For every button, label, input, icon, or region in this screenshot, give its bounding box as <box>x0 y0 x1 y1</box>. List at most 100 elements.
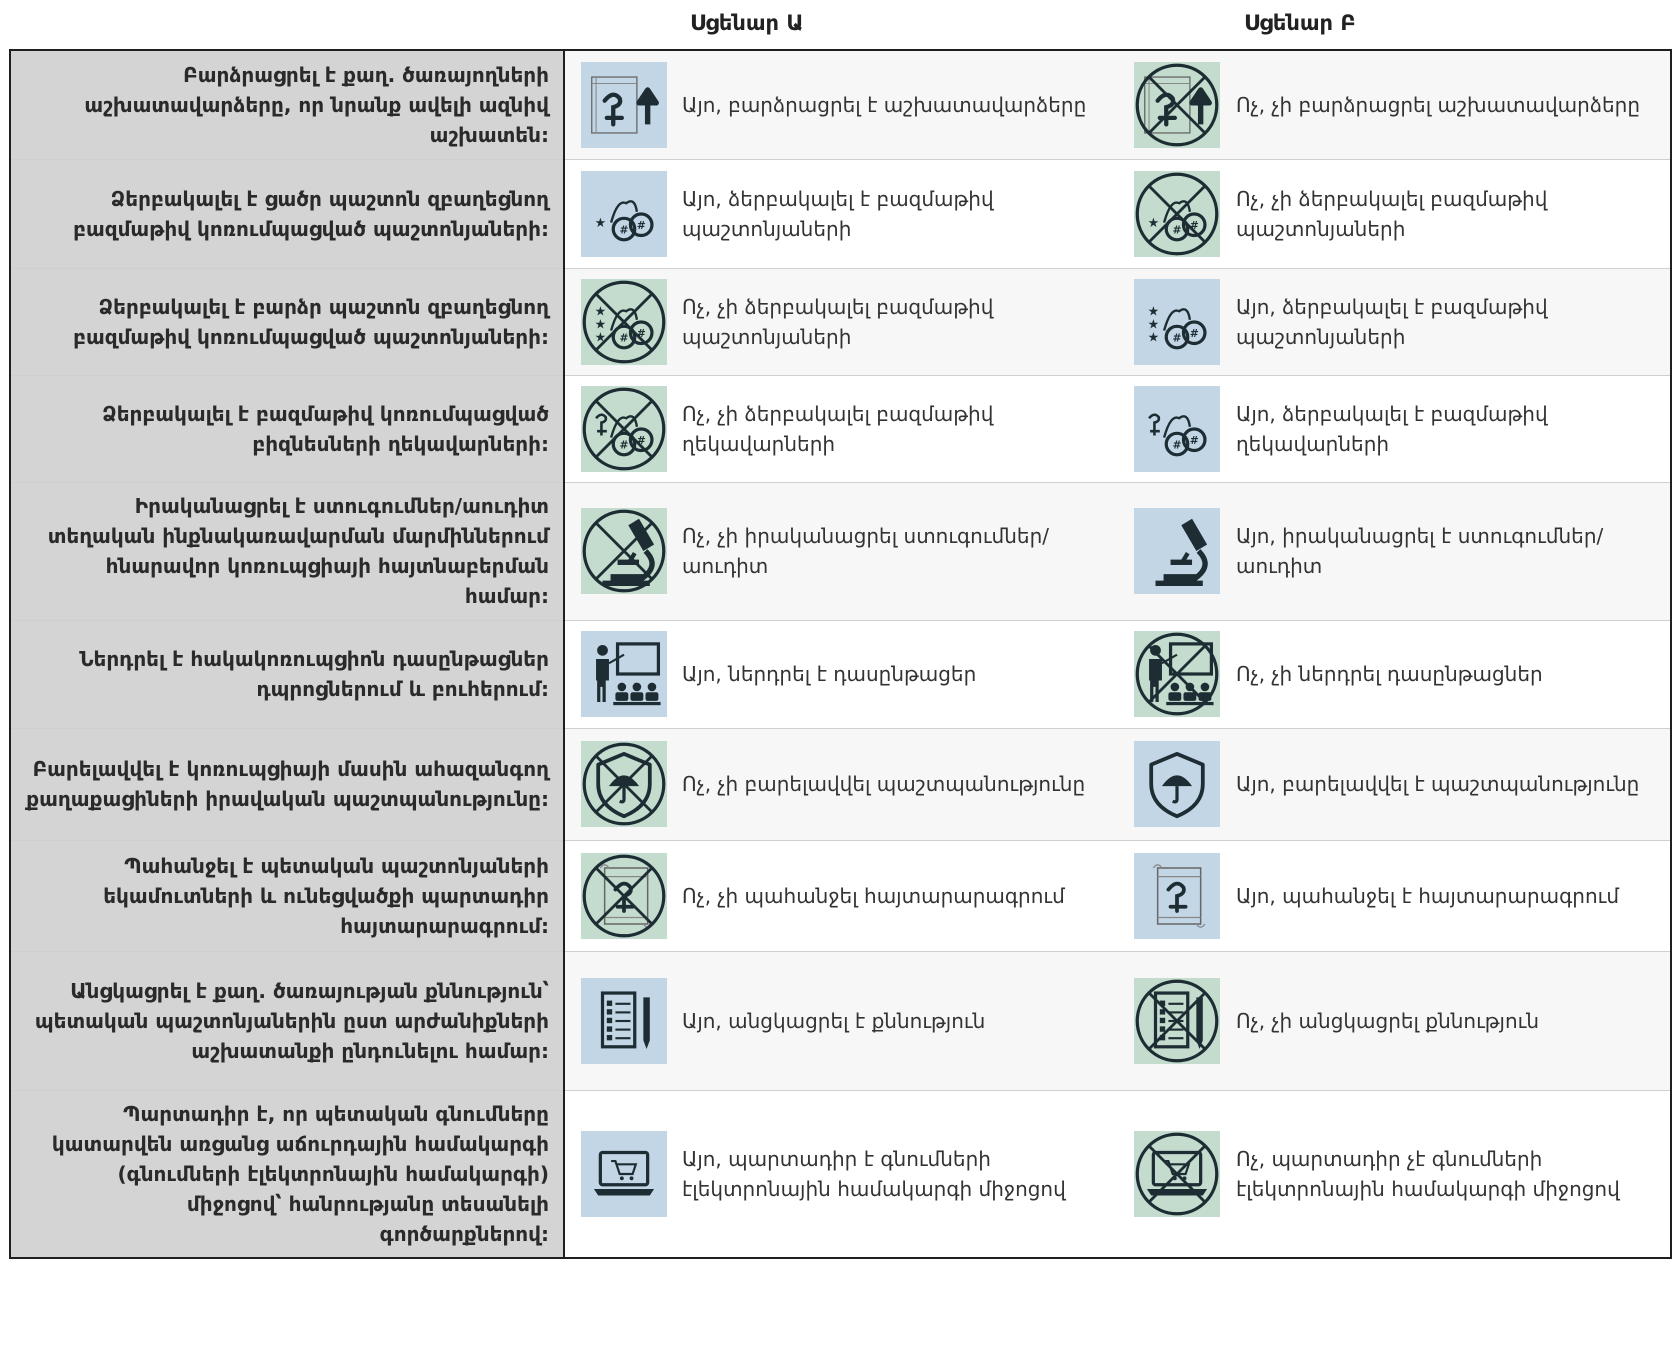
scenario-a-icon-cell: # # <box>564 375 682 483</box>
table-row: Ներդրել է հակակոռուպցիոն դասընթացներ դպր… <box>10 620 1671 729</box>
handcuffs-three-stars-icon: # # ★ ★ ★ <box>1134 278 1220 365</box>
svg-text:#: # <box>1190 327 1199 340</box>
laptop-cart-crossed-icon <box>1134 1130 1220 1217</box>
scenario-b-answer: Այո, բարելավվել է պաշտպանությունը <box>1236 728 1671 841</box>
scenario-b-answer: Ոչ, չի բարձրացրել աշխատավարձերը <box>1236 50 1671 160</box>
scenario-b-icon-cell: # # ★ <box>1118 159 1236 269</box>
exam-sheet-crossed-icon <box>1134 977 1220 1064</box>
table-row: Պարտադիր է, որ պետական գնումները կատարվե… <box>10 1090 1671 1259</box>
svg-text:#: # <box>619 331 628 344</box>
question-cell: Պահանջել է պետական պաշտոնյաների եկամուտն… <box>10 840 565 952</box>
scenario-b-answer: Այո, ձերբակալել է բազմաթիվ պաշտոնյաների <box>1236 268 1671 376</box>
table-row: Իրականացրել է ստուգումներ/աուդիտ տեղական… <box>10 482 1671 621</box>
table-row: Ձերբակալել է բազմաթիվ կոռումպացված բիզնե… <box>10 375 1671 483</box>
scenario-a-answer: Այո, պարտադիր է գնումների էլեկտրոնային հ… <box>682 1090 1118 1259</box>
salary-increase-crossed-icon <box>1134 61 1220 148</box>
svg-text:★: ★ <box>1148 215 1160 230</box>
svg-text:★: ★ <box>594 317 606 332</box>
scenario-a-answer: Այո, ձերբակալել է բազմաթիվ պաշտոնյաների <box>682 159 1118 269</box>
scenario-b-header: Սցենար Բ <box>1244 11 1356 35</box>
svg-text:#: # <box>619 223 628 236</box>
question-cell: Ձերբակալել է բազմաթիվ կոռումպացված բիզնե… <box>10 375 565 483</box>
scenario-b-icon-cell: # # <box>1118 375 1236 483</box>
shield-umbrella-icon <box>1134 741 1220 827</box>
svg-text:★: ★ <box>594 304 606 319</box>
declaration-scroll-icon <box>1134 852 1220 939</box>
svg-text:#: # <box>1172 331 1181 344</box>
exam-sheet-icon <box>580 977 667 1064</box>
scenario-b-answer: Այո, իրականացրել է ստուգումներ/աուդիտ <box>1236 482 1671 621</box>
scenario-a-answer: Ոչ, չի ձերբակալել բազմաթիվ պաշտոնյաների <box>682 268 1118 376</box>
scenario-a-answer: Ոչ, չի պահանջել հայտարարագրում <box>682 840 1118 952</box>
scenario-b-answer: Այո, պահանջել է հայտարարագրում <box>1236 840 1671 952</box>
scenario-a-answer: Ոչ, չի ձերբակալել բազմաթիվ ղեկավարների <box>682 375 1118 483</box>
scenario-a-icon-cell: # # ★ ★ ★ <box>564 268 682 376</box>
scenario-b-icon-cell <box>1118 482 1236 621</box>
scenario-b-icon-cell <box>1118 1090 1236 1259</box>
handcuffs-one-star-icon: # # ★ <box>580 170 667 257</box>
table-row: Անցկացրել է քաղ. ծառայության քննություն՝… <box>10 951 1671 1091</box>
svg-text:#: # <box>636 219 645 232</box>
scenario-b-icon-cell <box>1118 728 1236 841</box>
declaration-scroll-crossed-icon <box>580 852 667 939</box>
teacher-board-crossed-icon <box>1134 631 1220 717</box>
svg-text:#: # <box>636 434 645 447</box>
svg-text:★: ★ <box>594 330 606 345</box>
scenario-a-icon-cell <box>564 620 682 729</box>
question-cell: Ձերբակալել է բարձր պաշտոն զբաղեցնող բազմ… <box>10 268 565 376</box>
comparison-table: Բարձրացրել է քաղ. ծառայողների աշխատավարձ… <box>9 49 1672 1259</box>
question-cell: Բարելավվել է կոռուպցիայի մասին ահազանգող… <box>10 728 565 841</box>
handcuffs-business-icon: # # <box>1134 385 1220 472</box>
question-cell: Ձերբակալել է ցածր պաշտոն զբաղեցնող բազմա… <box>10 159 565 269</box>
scenario-a-answer: Այո, անցկացրել է քննություն <box>682 951 1118 1091</box>
scenario-b-answer: Ոչ, պարտադիր չէ գնումների էլեկտրոնային հ… <box>1236 1090 1671 1259</box>
question-cell: Իրականացրել է ստուգումներ/աուդիտ տեղական… <box>10 482 565 621</box>
question-cell: Ներդրել է հակակոռուպցիոն դասընթացներ դպր… <box>10 620 565 729</box>
svg-text:#: # <box>619 438 628 451</box>
scenario-b-answer: Այո, ձերբակալել է բազմաթիվ ղեկավարների <box>1236 375 1671 483</box>
scenario-a-icon-cell <box>564 840 682 952</box>
svg-text:★: ★ <box>1148 304 1160 319</box>
laptop-cart-icon <box>580 1130 667 1217</box>
handcuffs-business-crossed-icon: # # <box>580 385 667 472</box>
scenario-b-icon-cell <box>1118 840 1236 952</box>
scenario-b-answer: Ոչ, չի ներդրել դասընթացներ <box>1236 620 1671 729</box>
teacher-board-icon <box>580 631 667 717</box>
question-cell: Պարտադիր է, որ պետական գնումները կատարվե… <box>10 1090 565 1259</box>
scenario-a-header: Սցենար Ա <box>690 11 804 35</box>
shield-umbrella-crossed-icon <box>580 741 667 827</box>
scenario-b-answer: Ոչ, չի անցկացրել քննություն <box>1236 951 1671 1091</box>
scenario-a-icon-cell <box>564 50 682 160</box>
scenario-b-answer: Ոչ, չի ձերբակալել բազմաթիվ պաշտոնյաների <box>1236 159 1671 269</box>
scenario-a-icon-cell <box>564 951 682 1091</box>
table-row: Բարձրացրել է քաղ. ծառայողների աշխատավարձ… <box>10 50 1671 160</box>
svg-text:#: # <box>1190 219 1199 232</box>
table-row: Պահանջել է պետական պաշտոնյաների եկամուտն… <box>10 840 1671 952</box>
svg-text:#: # <box>636 327 645 340</box>
scenario-a-answer: Այո, բարձրացրել է աշխատավարձերը <box>682 50 1118 160</box>
scenario-a-icon-cell <box>564 482 682 621</box>
scenario-a-answer: Ոչ, չի բարելավվել պաշտպանությունը <box>682 728 1118 841</box>
microscope-crossed-icon <box>580 508 667 594</box>
table-row: Ձերբակալել է ցածր պաշտոն զբաղեցնող բազմա… <box>10 159 1671 269</box>
handcuffs-three-stars-crossed-icon: # # ★ ★ ★ <box>580 278 667 365</box>
scenario-a-icon-cell: # # ★ <box>564 159 682 269</box>
scenario-a-answer: Այո, ներդրել է դասընթացեր <box>682 620 1118 729</box>
question-cell: Անցկացրել է քաղ. ծառայության քննություն՝… <box>10 951 565 1091</box>
svg-text:#: # <box>1172 438 1181 451</box>
svg-text:★: ★ <box>594 215 606 230</box>
scenario-a-icon-cell <box>564 728 682 841</box>
question-cell: Բարձրացրել է քաղ. ծառայողների աշխատավարձ… <box>10 50 565 160</box>
svg-text:#: # <box>1190 434 1199 447</box>
scenario-b-icon-cell: # # ★ ★ ★ <box>1118 268 1236 376</box>
svg-text:#: # <box>1172 223 1181 236</box>
svg-text:★: ★ <box>1148 330 1160 345</box>
handcuffs-one-star-crossed-icon: # # ★ <box>1134 170 1220 257</box>
scenario-a-answer: Ոչ, չի իրականացրել ստուգումներ/աուդիտ <box>682 482 1118 621</box>
scenario-b-icon-cell <box>1118 620 1236 729</box>
svg-text:★: ★ <box>1148 317 1160 332</box>
microscope-icon <box>1134 508 1220 594</box>
scenario-b-icon-cell <box>1118 951 1236 1091</box>
scenario-b-icon-cell <box>1118 50 1236 160</box>
